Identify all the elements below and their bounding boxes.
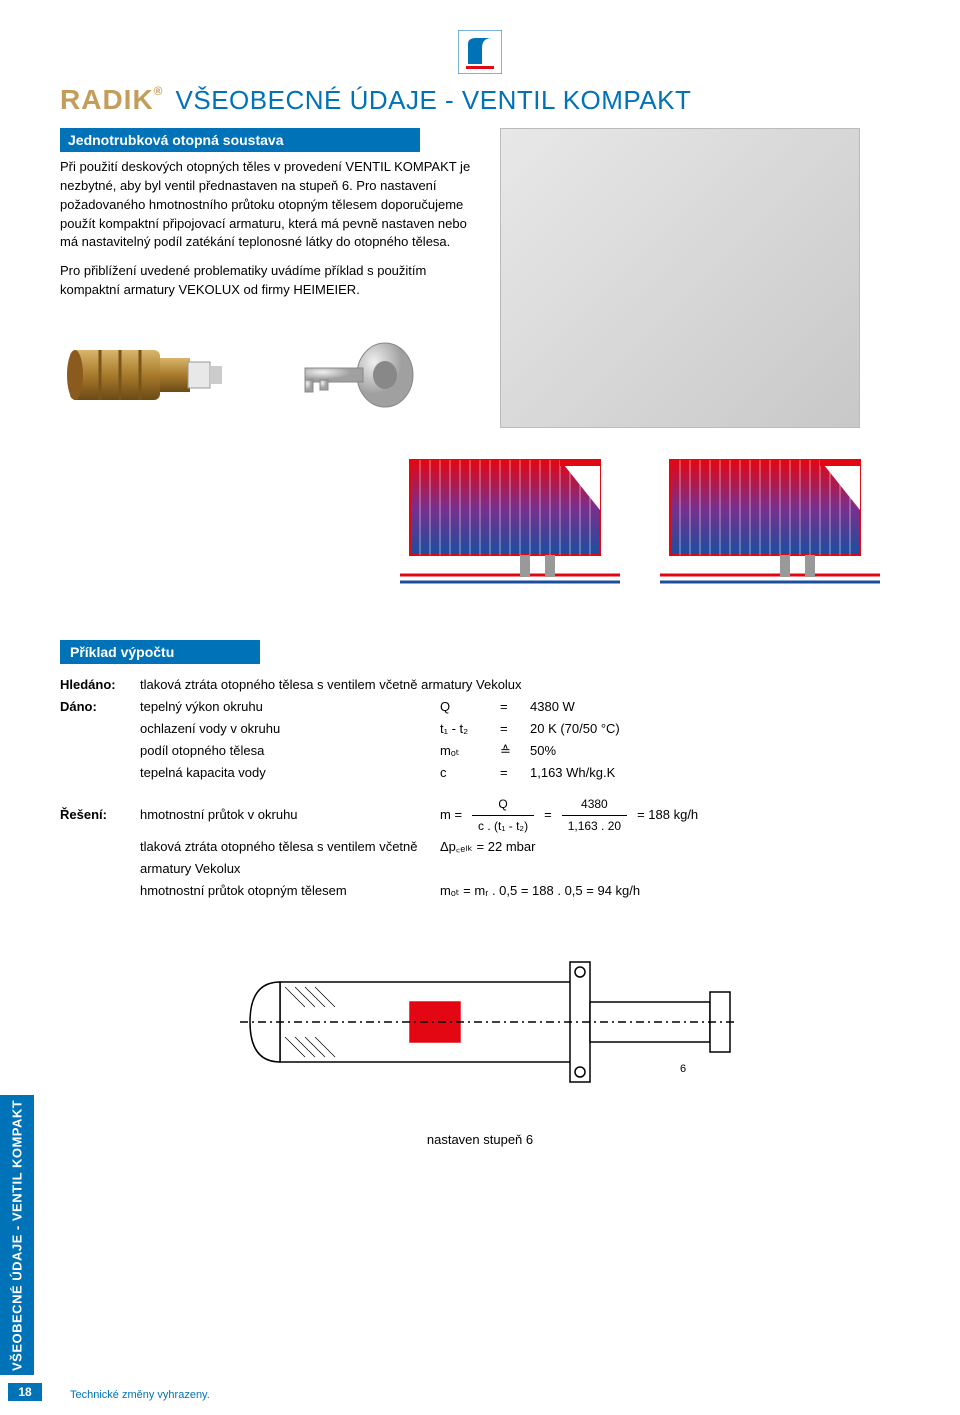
d2-desc: ochlazení vody v okruhu (140, 718, 440, 740)
radiator-photo (500, 128, 860, 428)
r2-desc: tlaková ztráta otopného tělesa s ventile… (140, 836, 440, 880)
hledano-label: Hledáno: (60, 674, 140, 696)
paragraph-1: Při použití deskových otopných těles v p… (60, 158, 480, 252)
page-title: VŠEOBECNÉ ÚDAJE - VENTIL KOMPAKT (176, 85, 692, 116)
r1-den2: 1,163 . 20 (562, 816, 627, 836)
r1-num: Q (472, 794, 534, 815)
d3-eq: ≙ (500, 740, 530, 762)
r1-num2: 4380 (562, 794, 627, 815)
d3-val: 50% (530, 740, 900, 762)
paragraph-2: Pro přiblížení uvedené problematiky uvád… (60, 262, 480, 300)
d3-sym: mₒₜ (440, 740, 500, 762)
svg-text:6: 6 (680, 1063, 686, 1075)
valve-cross-section: 6 (220, 922, 740, 1122)
d4-sym: c (440, 762, 500, 784)
reseni-label: Řešení: (60, 804, 140, 826)
valve-caption: nastaven stupeň 6 (60, 1132, 900, 1147)
d1-val: 4380 W (530, 696, 900, 718)
key-icon (290, 330, 420, 420)
d4-eq: = (500, 762, 530, 784)
radiator-schematic-2 (660, 450, 900, 590)
d3-desc: podíl otopného tělesa (140, 740, 440, 762)
d1-eq: = (500, 696, 530, 718)
d4-desc: tepelná kapacita vody (140, 762, 440, 784)
section-heading: Jednotrubková otopná soustava (60, 128, 420, 152)
r1-desc: hmotnostní průtok v okruhu (140, 804, 440, 826)
r3-desc: hmotnostní průtok otopným tělesem (140, 880, 440, 902)
d2-val: 20 K (70/50 °C) (530, 718, 900, 740)
example-heading: Příklad výpočtu (60, 640, 260, 664)
r3-val: mₒₜ = mᵣ . 0,5 = 188 . 0,5 = 94 kg/h (440, 880, 640, 902)
d4-val: 1,163 Wh/kg.K (530, 762, 900, 784)
valve-insert-icon (60, 320, 260, 430)
d2-eq: = (500, 718, 530, 740)
radiator-schematic-pair (400, 450, 900, 590)
d1-desc: tepelný výkon okruhu (140, 696, 440, 718)
radiator-schematic-1 (400, 450, 640, 590)
page-number: 18 (8, 1383, 42, 1401)
dano-label: Dáno: (60, 696, 140, 718)
d1-sym: Q (440, 696, 500, 718)
brand-logo (458, 30, 502, 74)
r1-den: c . (t₁ - t₂) (472, 816, 534, 836)
side-tab: VŠEOBECNÉ ÚDAJE - VENTIL KOMPAKT (0, 1095, 34, 1375)
parts-illustration (60, 320, 480, 430)
r1-res: = 188 kg/h (637, 804, 698, 826)
d2-sym: t₁ - t₂ (440, 718, 500, 740)
r1-sym: m = (440, 804, 462, 826)
r2-val: Δp꜀ₑₗₖ = 22 mbar (440, 836, 535, 880)
r1-eq2: = (544, 804, 552, 826)
brand-name: RADIK® (60, 84, 164, 116)
hledano-desc: tlaková ztráta otopného tělesa s ventile… (140, 674, 820, 696)
footer-text: Technické změny vyhrazeny. (70, 1389, 210, 1401)
